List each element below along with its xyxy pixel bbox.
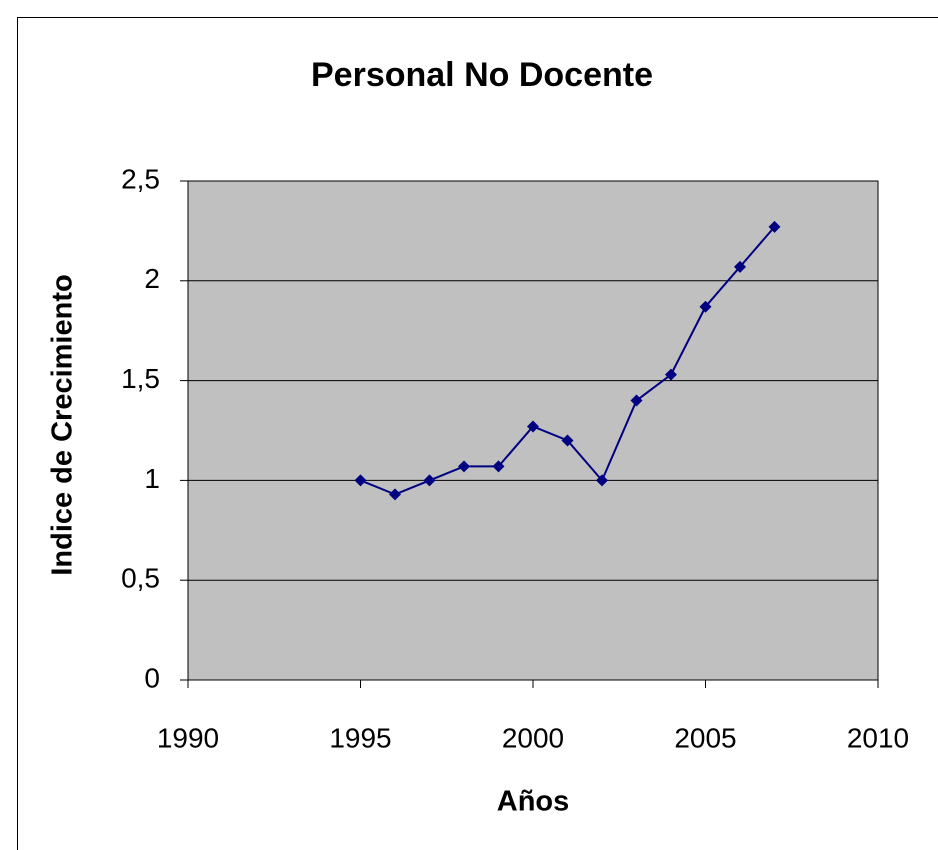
x-tick-label: 1990: [157, 722, 219, 753]
data-point: [527, 420, 539, 433]
x-tick-label: 2010: [847, 722, 909, 753]
y-tick-label: 2,5: [121, 163, 160, 194]
data-point: [596, 474, 608, 487]
y-tick-label: 0,5: [121, 563, 160, 594]
y-tick-label: 1,5: [121, 363, 160, 394]
data-point: [768, 220, 781, 233]
y-tick-label: 0: [144, 662, 160, 693]
data-point: [492, 460, 505, 473]
x-axis-label: Años: [497, 786, 570, 818]
data-point: [354, 474, 367, 487]
data-point: [734, 260, 746, 273]
x-tick-label: 2005: [674, 722, 736, 753]
x-tick-label: 1995: [329, 722, 391, 753]
data-point: [665, 368, 677, 381]
y-tick-label: 1: [144, 463, 160, 494]
plot-border: [187, 180, 879, 681]
data-point: [699, 300, 712, 313]
data-point: [561, 434, 574, 447]
data-point: [423, 474, 436, 487]
chart-title: Personal No Docente: [311, 56, 653, 94]
y-axis-label: Indice de Crecimiento: [47, 274, 79, 575]
data-point: [630, 394, 643, 407]
y-tick-label: 2: [144, 263, 160, 294]
x-tick-label: 2000: [502, 722, 564, 753]
data-point: [389, 488, 401, 501]
data-point: [458, 460, 470, 473]
